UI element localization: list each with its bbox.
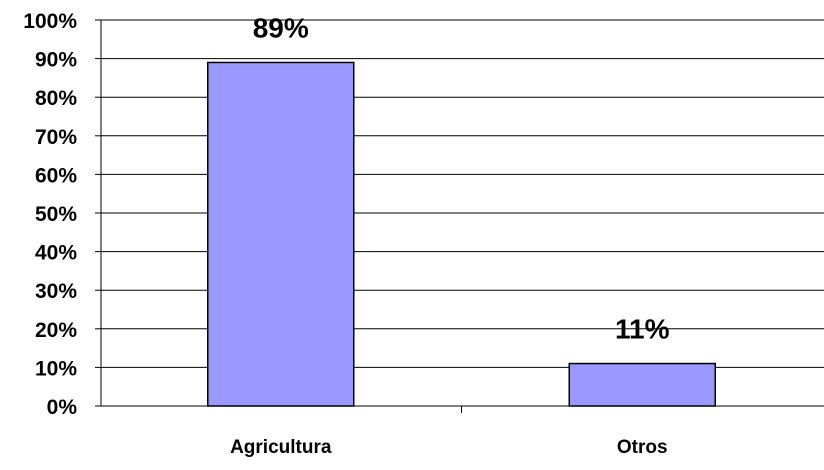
axes xyxy=(95,19,824,413)
data-label: 11% xyxy=(615,314,670,345)
x-tick-label: Otros xyxy=(617,437,668,458)
x-tick-label: Agricultura xyxy=(230,437,332,458)
y-tick-label: 100% xyxy=(23,10,77,33)
y-tick-label: 0% xyxy=(47,396,78,419)
labels: 0% 10% 20% 30% 40% 50% 60% 70% 80% 90% 100% 89% Agri… xyxy=(23,10,669,458)
y-tick-label: 80% xyxy=(35,87,77,110)
y-tick-label: 50% xyxy=(35,203,77,226)
bar-otros xyxy=(568,362,716,407)
y-tick-label: 60% xyxy=(35,164,77,187)
y-tick-label: 40% xyxy=(35,242,77,265)
bars xyxy=(207,61,716,407)
y-tick-label: 90% xyxy=(35,49,77,72)
y-tick-label: 70% xyxy=(35,126,77,149)
y-tick-label: 30% xyxy=(35,280,77,303)
y-tick-label: 20% xyxy=(35,319,77,342)
y-tick-label: 10% xyxy=(35,357,77,380)
data-label: 89% xyxy=(253,12,309,43)
bar-agricultura xyxy=(207,61,355,407)
